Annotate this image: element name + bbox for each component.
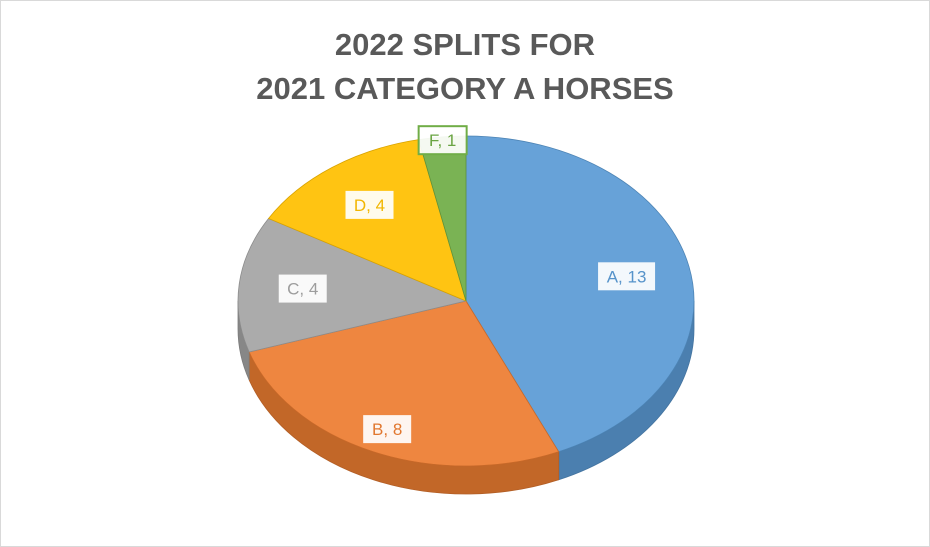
- pie-slice-A[interactable]: [465, 135, 695, 453]
- chart-title-line-2: 2021 CATEGORY A HORSES: [256, 71, 674, 106]
- data-label-D: D, 4: [354, 196, 385, 215]
- data-label-box-A: [598, 262, 656, 291]
- data-label-box-B: [363, 415, 412, 444]
- data-label-box-D: [345, 190, 394, 219]
- chart-title: 2022 SPLITS FOR 2021 CATEGORY A HORSES: [1, 23, 929, 111]
- data-label-box-F: [417, 125, 468, 156]
- data-label-F: F, 1: [429, 131, 456, 150]
- pie-slice-D[interactable]: [267, 139, 467, 302]
- pie-slice-B[interactable]: [248, 300, 560, 467]
- data-label-B: B, 8: [372, 420, 402, 439]
- data-label-box-C: [278, 274, 327, 303]
- chart-title-line-1: 2022 SPLITS FOR: [334, 27, 596, 62]
- pie-slice-C[interactable]: [237, 218, 468, 353]
- data-label-C: C, 4: [287, 280, 318, 299]
- data-label-A: A, 13: [607, 267, 647, 286]
